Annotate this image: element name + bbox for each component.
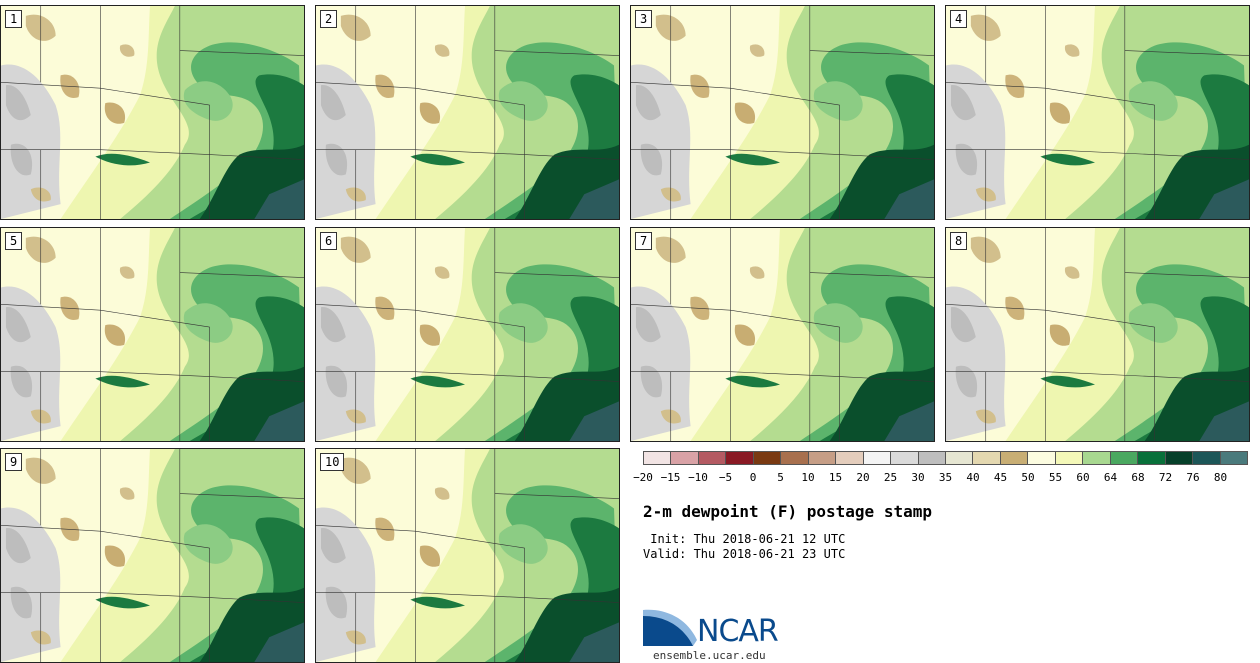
colorbar-tick-label: −10 <box>688 471 708 484</box>
colorbar-cell <box>1220 452 1247 464</box>
colorbar-tick-label: 80 <box>1213 471 1228 484</box>
init-time: Init: Thu 2018-06-21 12 UTC <box>643 532 846 546</box>
member-label: 3 <box>635 10 653 28</box>
stamp-panel-10: 10 <box>315 448 620 663</box>
member-label: 1 <box>5 10 23 28</box>
member-label: 6 <box>320 232 338 250</box>
dewpoint-map <box>1 228 304 441</box>
colorbar-cell <box>891 452 919 464</box>
dewpoint-map <box>316 228 619 441</box>
member-label: 8 <box>950 232 968 250</box>
colorbar-tick-label: −15 <box>660 471 681 484</box>
colorbar-cell <box>863 452 892 464</box>
dewpoint-map <box>946 6 1249 219</box>
colorbar-cell <box>1028 452 1056 464</box>
colorbar-tick-label: 60 <box>1076 471 1090 484</box>
colorbar-cell <box>1138 452 1166 464</box>
ncar-logo-icon <box>643 609 697 646</box>
colorbar-cell <box>1110 452 1139 464</box>
colorbar-cell <box>698 452 727 464</box>
member-label: 2 <box>320 10 338 28</box>
colorbar-tick-label: −5 <box>718 471 733 484</box>
colorbar-cell <box>1000 452 1029 464</box>
colorbar-tick-label: 10 <box>801 471 815 484</box>
colorbar-tick-label: 50 <box>1021 471 1035 484</box>
member-label: 10 <box>320 453 345 471</box>
colorbar-cell <box>1083 452 1111 464</box>
stamp-panel-5: 5 <box>0 227 305 442</box>
colorbar-cell <box>671 452 699 464</box>
colorbar-cell <box>945 452 974 464</box>
colorbar-cell <box>918 452 946 464</box>
stamp-panel-8: 8 <box>945 227 1250 442</box>
dewpoint-map <box>1 6 304 219</box>
stamp-panel-4: 4 <box>945 5 1250 220</box>
dewpoint-map <box>631 6 934 219</box>
colorbar-tick-label: 20 <box>856 471 870 484</box>
colorbar-cell <box>1055 452 1084 464</box>
colorbar-cell <box>781 452 809 464</box>
stamp-panel-3: 3 <box>630 5 935 220</box>
stamp-panel-1: 1 <box>0 5 305 220</box>
colorbar-tick-label: 30 <box>911 471 925 484</box>
colorbar-cell <box>973 452 1001 464</box>
colorbar-tick-label: 25 <box>883 471 898 484</box>
colorbar-tick-label: 72 <box>1158 471 1173 484</box>
stamp-panel-6: 6 <box>315 227 620 442</box>
site-url: ensemble.ucar.edu <box>653 649 766 662</box>
member-label: 9 <box>5 453 23 471</box>
colorbar-tick-label: 5 <box>777 471 784 484</box>
stamp-panel-7: 7 <box>630 227 935 442</box>
member-label: 7 <box>635 232 653 250</box>
member-label: 4 <box>950 10 968 28</box>
ncar-wordmark: NCAR <box>697 614 779 649</box>
dewpoint-map <box>316 6 619 219</box>
colorbar-cell <box>1193 452 1221 464</box>
colorbar-cell <box>808 452 837 464</box>
colorbar-tick-label: 15 <box>828 471 843 484</box>
stamp-panel-9: 9 <box>0 448 305 663</box>
colorbar-tick-label: 55 <box>1048 471 1063 484</box>
colorbar-tick-label: 35 <box>938 471 953 484</box>
dewpoint-colorbar <box>643 451 1248 465</box>
colorbar-tick-label: 0 <box>749 471 757 484</box>
dewpoint-map <box>316 449 619 662</box>
colorbar-cell <box>753 452 782 464</box>
stamp-panel-2: 2 <box>315 5 620 220</box>
colorbar-tick-label: 40 <box>966 471 980 484</box>
colorbar-cell <box>726 452 754 464</box>
colorbar-tick-label: 68 <box>1131 471 1145 484</box>
product-title: 2-m dewpoint (F) postage stamp <box>643 502 932 521</box>
colorbar-cell <box>644 452 672 464</box>
colorbar-cell <box>1165 452 1194 464</box>
dewpoint-map <box>946 228 1249 441</box>
colorbar-tick-label: 64 <box>1103 471 1118 484</box>
dewpoint-map <box>631 228 934 441</box>
valid-time: Valid: Thu 2018-06-21 23 UTC <box>643 547 846 561</box>
colorbar-tick-label: −20 <box>633 471 653 484</box>
colorbar-tick-label: 76 <box>1186 471 1200 484</box>
dewpoint-map <box>1 449 304 662</box>
colorbar-cell <box>836 452 864 464</box>
colorbar-tick-label: 45 <box>993 471 1008 484</box>
member-label: 5 <box>5 232 23 250</box>
